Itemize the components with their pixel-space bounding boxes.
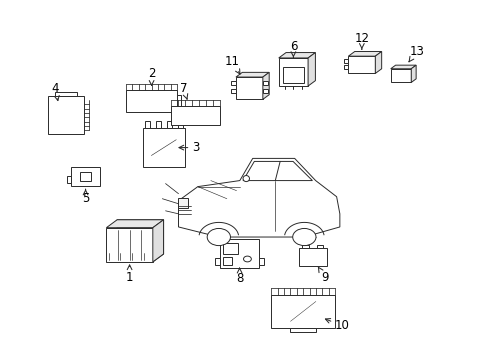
Bar <box>283 67 303 83</box>
Polygon shape <box>278 53 315 58</box>
Polygon shape <box>235 72 268 77</box>
Bar <box>230 89 235 93</box>
Bar <box>278 58 307 86</box>
Bar <box>235 77 263 99</box>
Bar <box>344 65 347 69</box>
Text: 7: 7 <box>179 82 187 99</box>
Polygon shape <box>347 51 381 56</box>
Polygon shape <box>375 51 381 73</box>
Bar <box>143 128 184 167</box>
Bar <box>259 258 264 265</box>
Bar <box>215 258 220 265</box>
Bar <box>156 121 161 128</box>
Bar <box>106 228 153 262</box>
Bar <box>144 121 149 128</box>
Bar <box>177 95 181 106</box>
Bar <box>298 248 326 266</box>
Bar <box>48 96 83 134</box>
Text: 6: 6 <box>289 40 297 58</box>
Bar <box>302 245 308 248</box>
Bar <box>55 92 77 96</box>
Text: 4: 4 <box>51 82 59 100</box>
Text: 8: 8 <box>235 268 243 285</box>
Polygon shape <box>106 220 163 228</box>
Text: 5: 5 <box>81 189 89 205</box>
Bar <box>344 59 347 63</box>
Bar <box>171 105 220 125</box>
Text: 12: 12 <box>354 32 368 49</box>
Bar <box>66 176 71 183</box>
Polygon shape <box>410 65 415 82</box>
Bar <box>290 328 315 332</box>
Polygon shape <box>263 72 268 99</box>
Bar <box>263 81 267 85</box>
Polygon shape <box>152 220 163 262</box>
Circle shape <box>207 229 230 246</box>
Text: 13: 13 <box>408 45 423 62</box>
Bar <box>126 90 177 112</box>
Text: 2: 2 <box>147 67 155 85</box>
Polygon shape <box>117 220 163 262</box>
Bar <box>263 89 267 93</box>
Polygon shape <box>243 161 312 181</box>
Bar <box>316 245 323 248</box>
Bar <box>390 69 410 82</box>
Bar <box>178 121 183 128</box>
Ellipse shape <box>243 176 249 181</box>
Polygon shape <box>390 65 415 69</box>
Circle shape <box>292 229 315 246</box>
Bar <box>80 172 91 181</box>
Bar <box>347 56 375 73</box>
Bar <box>223 257 231 265</box>
Polygon shape <box>307 53 315 86</box>
Bar <box>223 243 238 255</box>
Text: 10: 10 <box>325 319 349 332</box>
Bar <box>271 295 334 328</box>
Bar <box>178 198 188 208</box>
Polygon shape <box>178 158 339 237</box>
Bar <box>220 239 259 268</box>
Bar <box>71 166 100 186</box>
Text: 1: 1 <box>125 265 133 284</box>
Text: 11: 11 <box>224 55 240 74</box>
Text: 9: 9 <box>318 267 328 284</box>
Circle shape <box>243 256 251 262</box>
Bar <box>166 121 171 128</box>
Text: 3: 3 <box>179 141 199 154</box>
Bar <box>230 81 235 85</box>
